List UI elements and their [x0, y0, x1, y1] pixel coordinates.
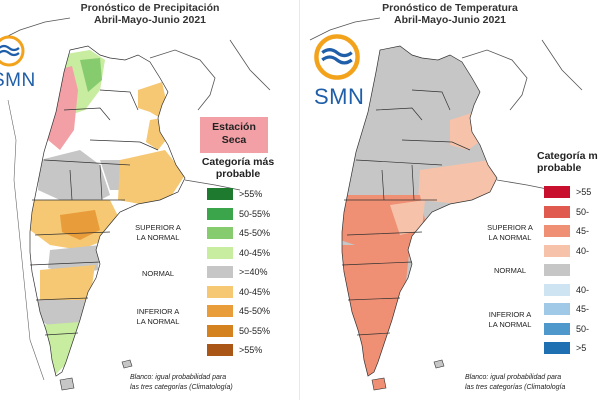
tierra-del-fuego	[59, 377, 75, 391]
note-line2: las tres categorías (Climatología)	[130, 384, 233, 391]
temp-legend-label: 45-	[576, 226, 590, 236]
precip-legend-label: >55%	[239, 345, 263, 355]
province-borders-right	[341, 45, 498, 377]
temp-legend-swatch	[544, 303, 570, 315]
temp-legend-swatch	[544, 225, 570, 237]
precip-legend-swatch	[207, 344, 233, 356]
superior-label: SUPERIOR A LA NORMAL	[135, 223, 181, 242]
temp-legend-label: 40-	[576, 245, 590, 256]
temp-legend-label: 50-	[576, 206, 590, 217]
precip-legend-label: 40-45%	[239, 286, 271, 297]
panel-divider	[299, 0, 300, 400]
neighbor-borders	[0, 17, 271, 191]
smn-logo-right: SMN	[312, 32, 364, 109]
precip-legend-swatch	[207, 227, 233, 239]
precip-legend-swatch	[207, 305, 233, 317]
temp-legend-swatch	[544, 283, 570, 296]
temp-legend-label: >55	[576, 187, 592, 197]
precip-legend-swatch	[207, 324, 233, 337]
temp-legend-swatch	[544, 244, 570, 257]
legend-title-right: Categoría m probable	[537, 150, 598, 174]
neighbor-borders-right	[309, 17, 583, 191]
precip-legend-label: >=40%	[239, 267, 268, 277]
precip-legend-swatch	[207, 285, 233, 298]
precip-legend-swatch	[207, 266, 233, 278]
temperature-title: Pronóstico de Temperatura Abril-Mayo-Jun…	[382, 2, 518, 26]
precip-legend-label: >55%	[239, 189, 263, 199]
precip-legend-swatch	[207, 246, 233, 259]
temp-legend-swatch	[544, 342, 570, 354]
inferior-label-right: INFERIOR A LA NORMAL	[488, 310, 532, 329]
note-line1: Blanco: igual probabilidad para	[130, 374, 227, 381]
malvinas-islands	[121, 359, 133, 369]
temp-legend-label: 45-	[576, 304, 590, 314]
smn-logo-icon	[0, 35, 25, 67]
precip-legend-label: 50-55%	[239, 325, 271, 336]
precip-legend-swatch	[207, 207, 233, 220]
note-line2-right: las tres categorías (Climatología	[465, 384, 566, 391]
temperature-map	[309, 17, 583, 391]
precip-legend-label: 45-50%	[239, 228, 271, 238]
tierra-del-fuego-right	[371, 377, 387, 391]
precipitation-title: Pronóstico de Precipitación Abril-Mayo-J…	[80, 2, 220, 26]
temp-legend-label: 40-	[576, 284, 590, 295]
temp-legend-label: >5	[576, 343, 587, 353]
precipitation-map	[0, 17, 271, 391]
province-borders	[29, 45, 186, 377]
temp-legend-label: 50-	[576, 323, 590, 334]
temp-legend-swatch	[544, 186, 570, 198]
precip-legend-label: 45-50%	[239, 306, 271, 316]
malvinas-islands-right	[433, 359, 445, 369]
precipitation-panel: Pronóstico de Precipitación Abril-Mayo-J…	[0, 2, 275, 391]
temp-legend-swatch	[544, 205, 570, 218]
smn-logo: SMN	[0, 34, 35, 91]
precip-legend-swatch	[207, 188, 233, 200]
superior-label-right: SUPERIOR A LA NORMAL	[487, 223, 533, 242]
note-line1-right: Blanco: igual probabilidad para	[465, 374, 562, 381]
smn-logo-text: SMN	[0, 70, 36, 91]
legend-title: Categoría más probable	[201, 156, 275, 180]
temperature-panel: Pronóstico de Temperatura Abril-Mayo-Jun…	[300, 0, 600, 400]
temp-legend-swatch	[544, 264, 570, 276]
precip-legend-label: 40-45%	[239, 247, 271, 258]
estacion-seca-label: Estación Seca	[200, 117, 268, 153]
normal-label-right: NORMAL	[493, 266, 527, 275]
smn-logo-icon-right	[314, 34, 360, 80]
chile-border	[7, 99, 45, 381]
smn-logo-text-right: SMN	[314, 84, 365, 109]
temp-legend-swatch	[544, 322, 570, 335]
normal-label: NORMAL	[141, 269, 175, 278]
precip-legend-label: 50-55%	[239, 208, 271, 219]
inferior-label: INFERIOR A LA NORMAL	[136, 307, 180, 326]
